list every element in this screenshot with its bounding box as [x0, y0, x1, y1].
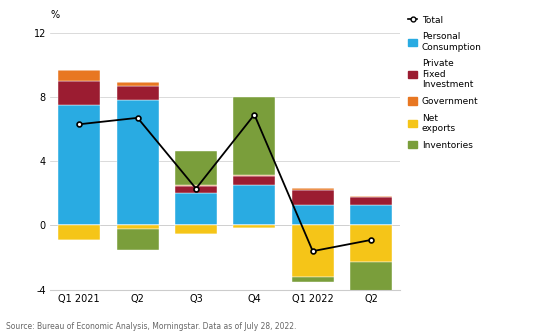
Bar: [292, 188, 334, 190]
Bar: [175, 186, 217, 193]
Bar: [58, 71, 100, 81]
Bar: [292, 190, 334, 204]
Bar: [234, 176, 275, 185]
Legend: Total, Personal
Consumption, Private
Fixed
Investment, Government, Net
exports, : Total, Personal Consumption, Private Fix…: [408, 16, 481, 150]
Bar: [234, 97, 275, 175]
Bar: [58, 225, 100, 240]
Bar: [292, 277, 334, 282]
Bar: [350, 225, 392, 262]
Bar: [350, 262, 392, 294]
Bar: [117, 225, 158, 229]
Bar: [117, 100, 158, 225]
Bar: [350, 197, 392, 204]
Bar: [175, 193, 217, 225]
Bar: [292, 225, 334, 277]
Bar: [117, 86, 158, 100]
Bar: [292, 204, 334, 225]
Bar: [58, 70, 100, 71]
Bar: [58, 105, 100, 225]
Bar: [234, 175, 275, 176]
Bar: [175, 225, 217, 234]
Bar: [175, 151, 217, 185]
Bar: [350, 196, 392, 197]
Text: %: %: [50, 10, 59, 20]
Bar: [117, 82, 158, 86]
Bar: [350, 204, 392, 225]
Bar: [234, 225, 275, 228]
Bar: [58, 81, 100, 105]
Bar: [234, 185, 275, 225]
Bar: [117, 229, 158, 249]
Text: Source: Bureau of Economic Analysis, Morningstar. Data as of July 28, 2022.: Source: Bureau of Economic Analysis, Mor…: [6, 322, 296, 331]
Bar: [175, 185, 217, 186]
